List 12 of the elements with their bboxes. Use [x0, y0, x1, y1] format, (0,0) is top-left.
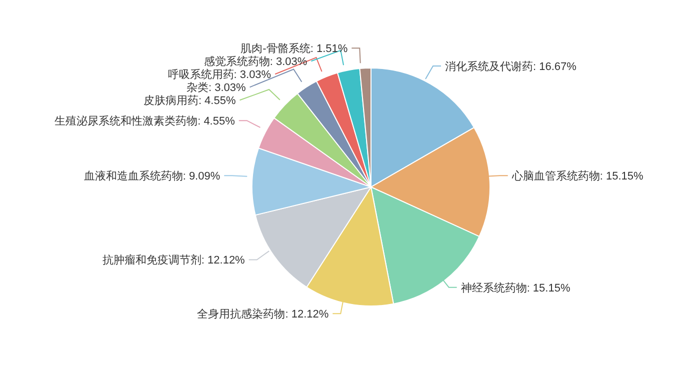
- slice-label: 神经系统药物: 15.15%: [460, 281, 570, 294]
- slice-label: 感觉系统药物: 3.03%: [204, 55, 308, 68]
- slice-label: 心脑血管系统药物: 15.15%: [510, 170, 644, 183]
- slice-label: 抗肿瘤和免疫调节剂: 12.12%: [102, 254, 246, 267]
- slice-label: 呼吸系统用药: 3.03%: [168, 68, 272, 82]
- slice-label: 皮肤病用药: 4.55%: [143, 94, 236, 108]
- slice-label: 血液和造血系统药物: 9.09%: [84, 170, 220, 183]
- slice-label: 生殖泌尿系统和性激素类药物: 4.55%: [54, 114, 236, 128]
- slice-label: 杂类: 3.03%: [186, 81, 246, 94]
- slice-label: 肌肉-骨骼系统: 1.51%: [240, 42, 348, 56]
- slice-label: 消化系统及代谢药: 16.67%: [445, 60, 577, 73]
- slice-label: 全身用抗感染药物: 12.12%: [197, 308, 329, 321]
